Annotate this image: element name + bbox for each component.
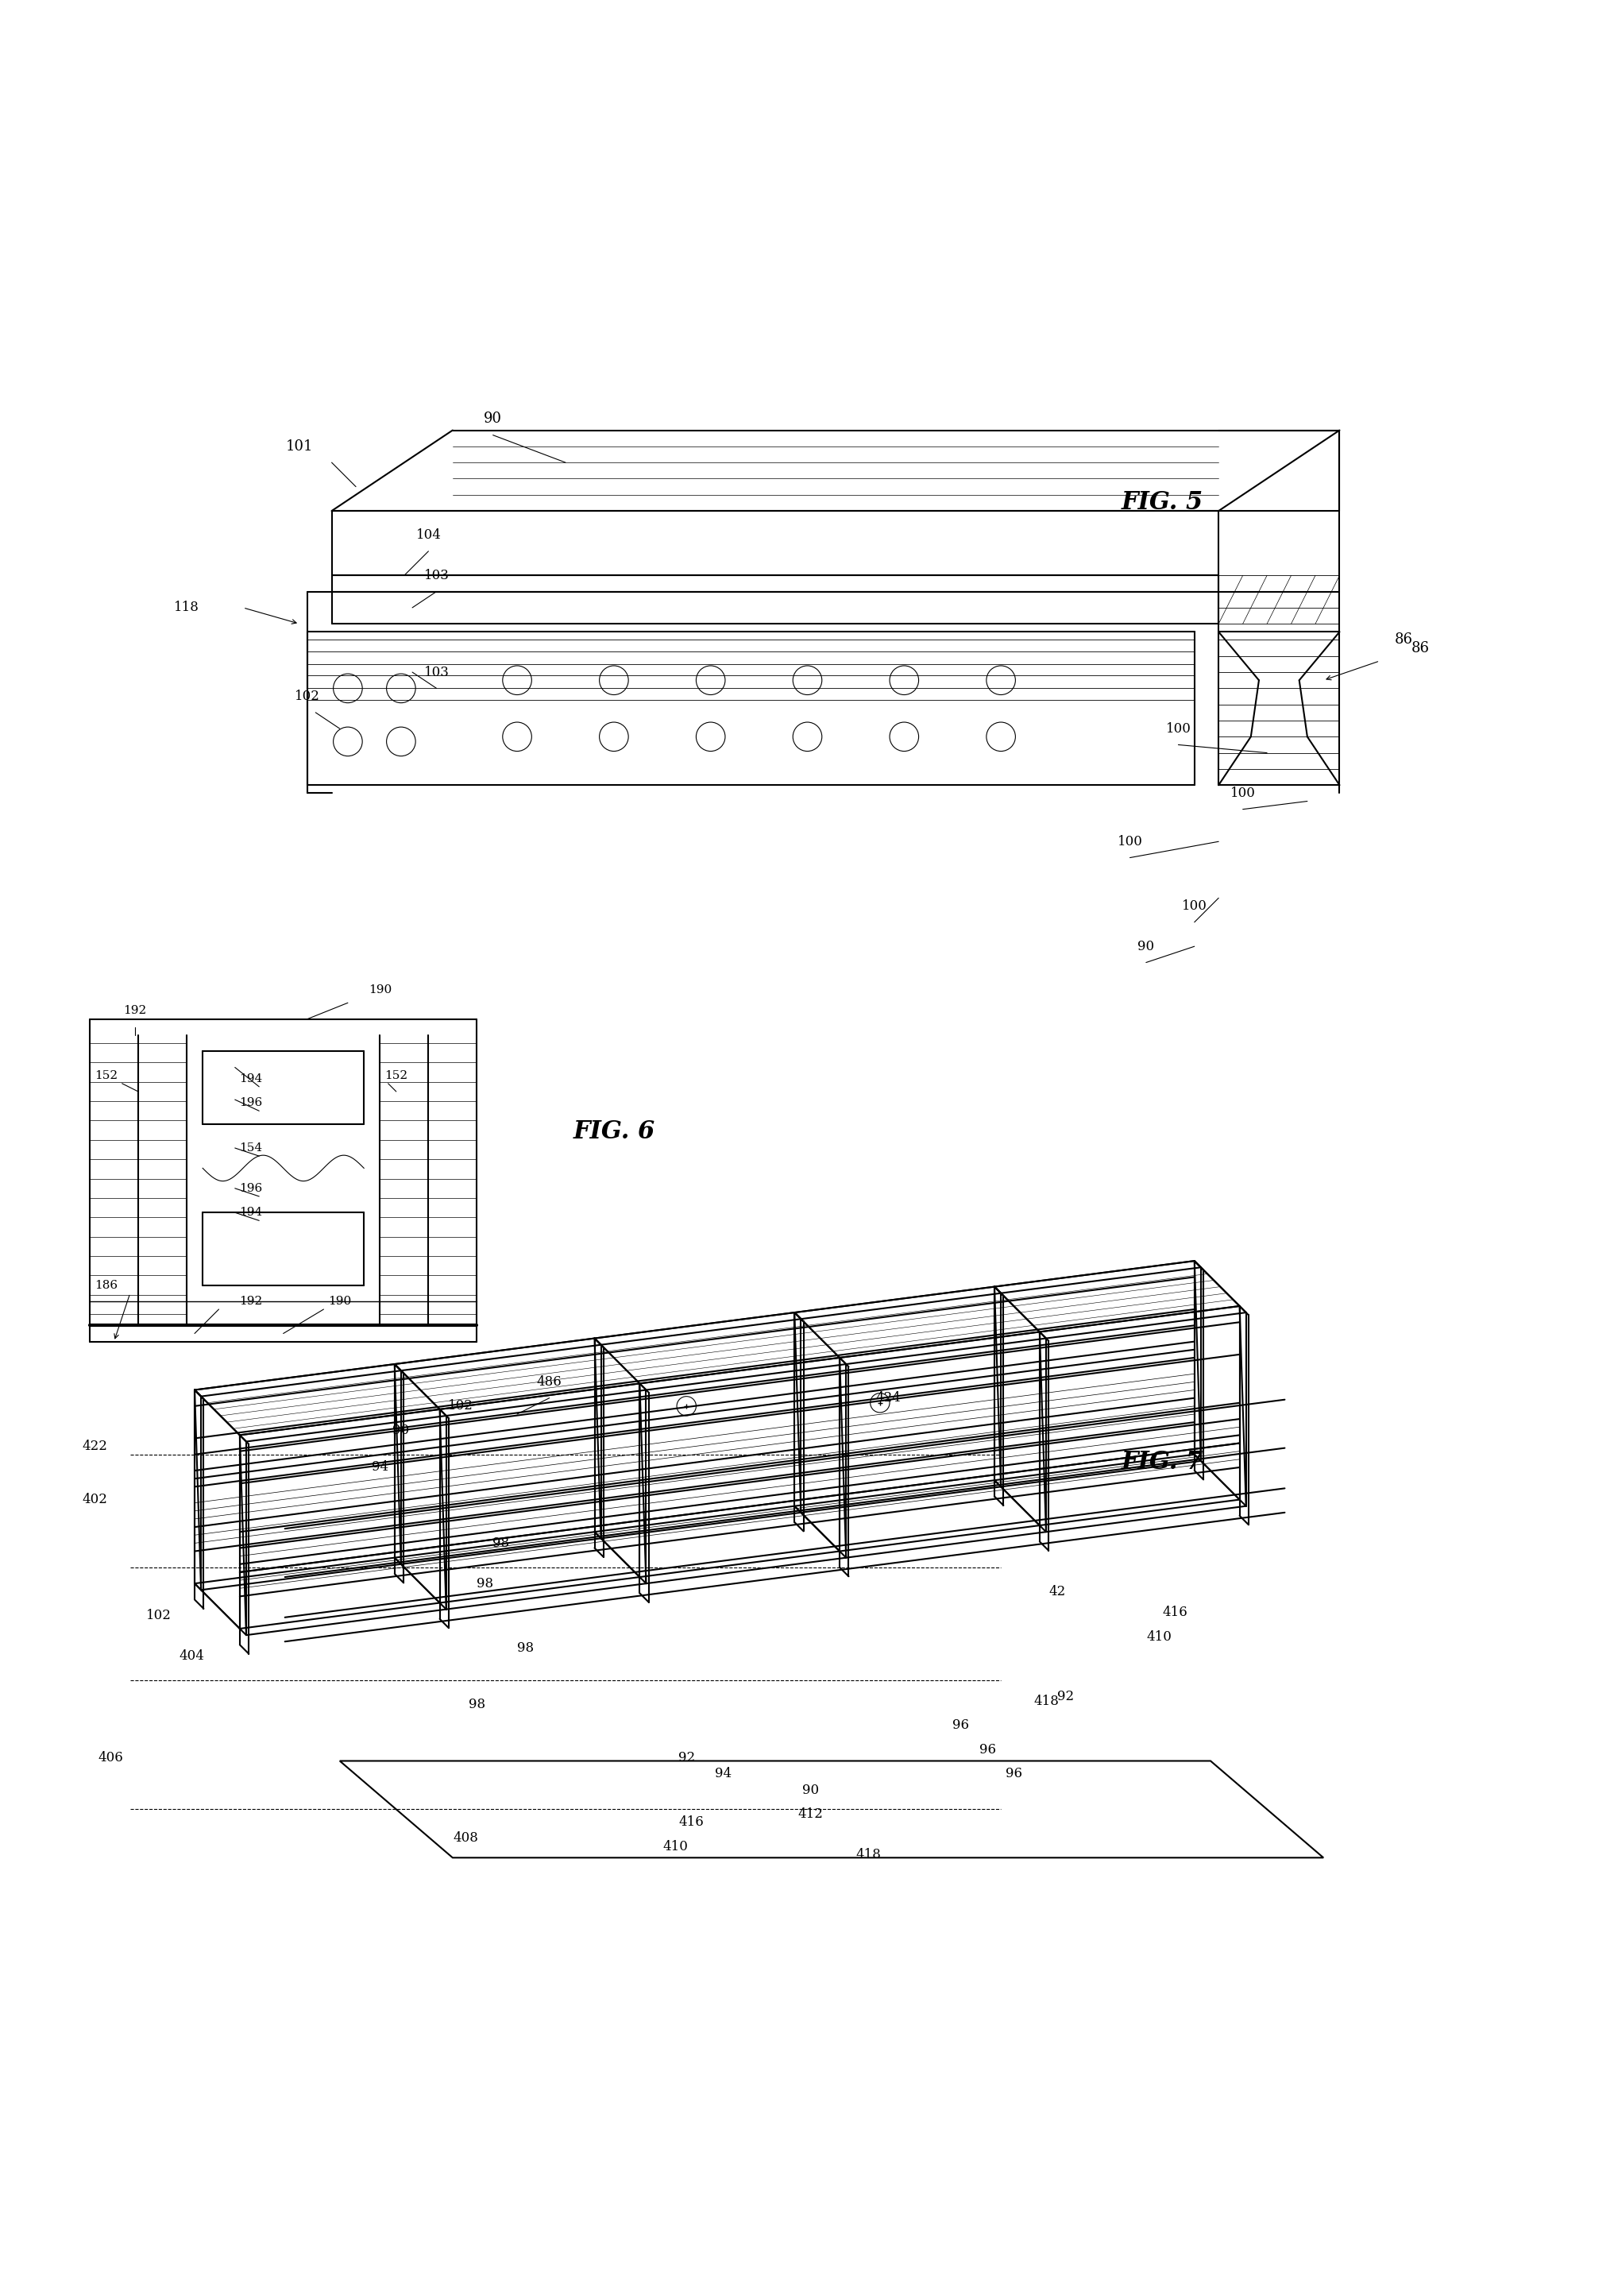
- Text: 42: 42: [1049, 1584, 1065, 1598]
- Text: 408: 408: [452, 1832, 478, 1846]
- Text: 418: 418: [855, 1848, 881, 1862]
- Text: 100: 100: [1230, 788, 1254, 799]
- Text: 196: 196: [239, 1182, 263, 1194]
- Text: 96: 96: [980, 1743, 996, 1756]
- Text: 94: 94: [715, 1768, 731, 1782]
- Text: FIG. 5: FIG. 5: [1120, 491, 1202, 514]
- Text: 102: 102: [447, 1398, 473, 1412]
- Text: 486: 486: [536, 1375, 562, 1389]
- Text: 100: 100: [1117, 836, 1143, 847]
- Text: 196: 196: [239, 1097, 263, 1109]
- Text: 418: 418: [1033, 1694, 1059, 1708]
- Text: 102: 102: [147, 1609, 171, 1623]
- Text: FIG. 6: FIG. 6: [573, 1120, 655, 1143]
- Text: 90: 90: [1138, 939, 1154, 953]
- Text: 92: 92: [1057, 1690, 1073, 1704]
- Text: 86: 86: [1394, 634, 1412, 647]
- Text: 101: 101: [286, 439, 313, 455]
- Text: 98: 98: [476, 1577, 492, 1591]
- Text: 100: 100: [1165, 721, 1191, 735]
- Text: FIG. 7: FIG. 7: [1120, 1451, 1202, 1474]
- Text: 422: 422: [82, 1440, 107, 1453]
- Text: 86: 86: [1411, 641, 1428, 654]
- Text: 416: 416: [1162, 1605, 1186, 1619]
- Text: 412: 412: [797, 1807, 823, 1821]
- Text: 190: 190: [328, 1295, 352, 1306]
- Text: 98: 98: [468, 1697, 484, 1711]
- Text: 92: 92: [678, 1752, 694, 1763]
- Text: 406: 406: [98, 1752, 123, 1763]
- Text: 410: 410: [1146, 1630, 1172, 1644]
- Text: 103: 103: [423, 569, 449, 583]
- Text: 416: 416: [678, 1816, 704, 1830]
- Text: 98: 98: [516, 1642, 533, 1655]
- Text: 103: 103: [423, 666, 449, 680]
- Text: 194: 194: [239, 1072, 263, 1084]
- Text: 152: 152: [94, 1070, 118, 1081]
- Text: 424: 424: [875, 1391, 901, 1405]
- Text: 98: 98: [492, 1536, 508, 1550]
- Text: 90: 90: [484, 411, 502, 427]
- Text: 96: 96: [952, 1720, 968, 1731]
- Text: 186: 186: [94, 1279, 118, 1290]
- Text: 410: 410: [662, 1839, 688, 1853]
- Text: 104: 104: [415, 528, 441, 542]
- Text: 90: 90: [392, 1424, 410, 1437]
- Text: 94: 94: [371, 1460, 389, 1474]
- Text: 194: 194: [239, 1208, 263, 1219]
- Text: 118: 118: [174, 602, 199, 615]
- Text: 152: 152: [384, 1070, 408, 1081]
- Text: 154: 154: [239, 1143, 263, 1153]
- Text: 100: 100: [1181, 900, 1207, 914]
- Text: 102: 102: [295, 689, 320, 703]
- Text: 190: 190: [368, 985, 392, 996]
- Text: 402: 402: [82, 1492, 107, 1506]
- Text: 192: 192: [123, 1006, 147, 1017]
- Text: 404: 404: [179, 1649, 203, 1662]
- Text: 192: 192: [239, 1295, 263, 1306]
- Text: 96: 96: [1006, 1768, 1022, 1782]
- Text: 90: 90: [802, 1784, 818, 1798]
